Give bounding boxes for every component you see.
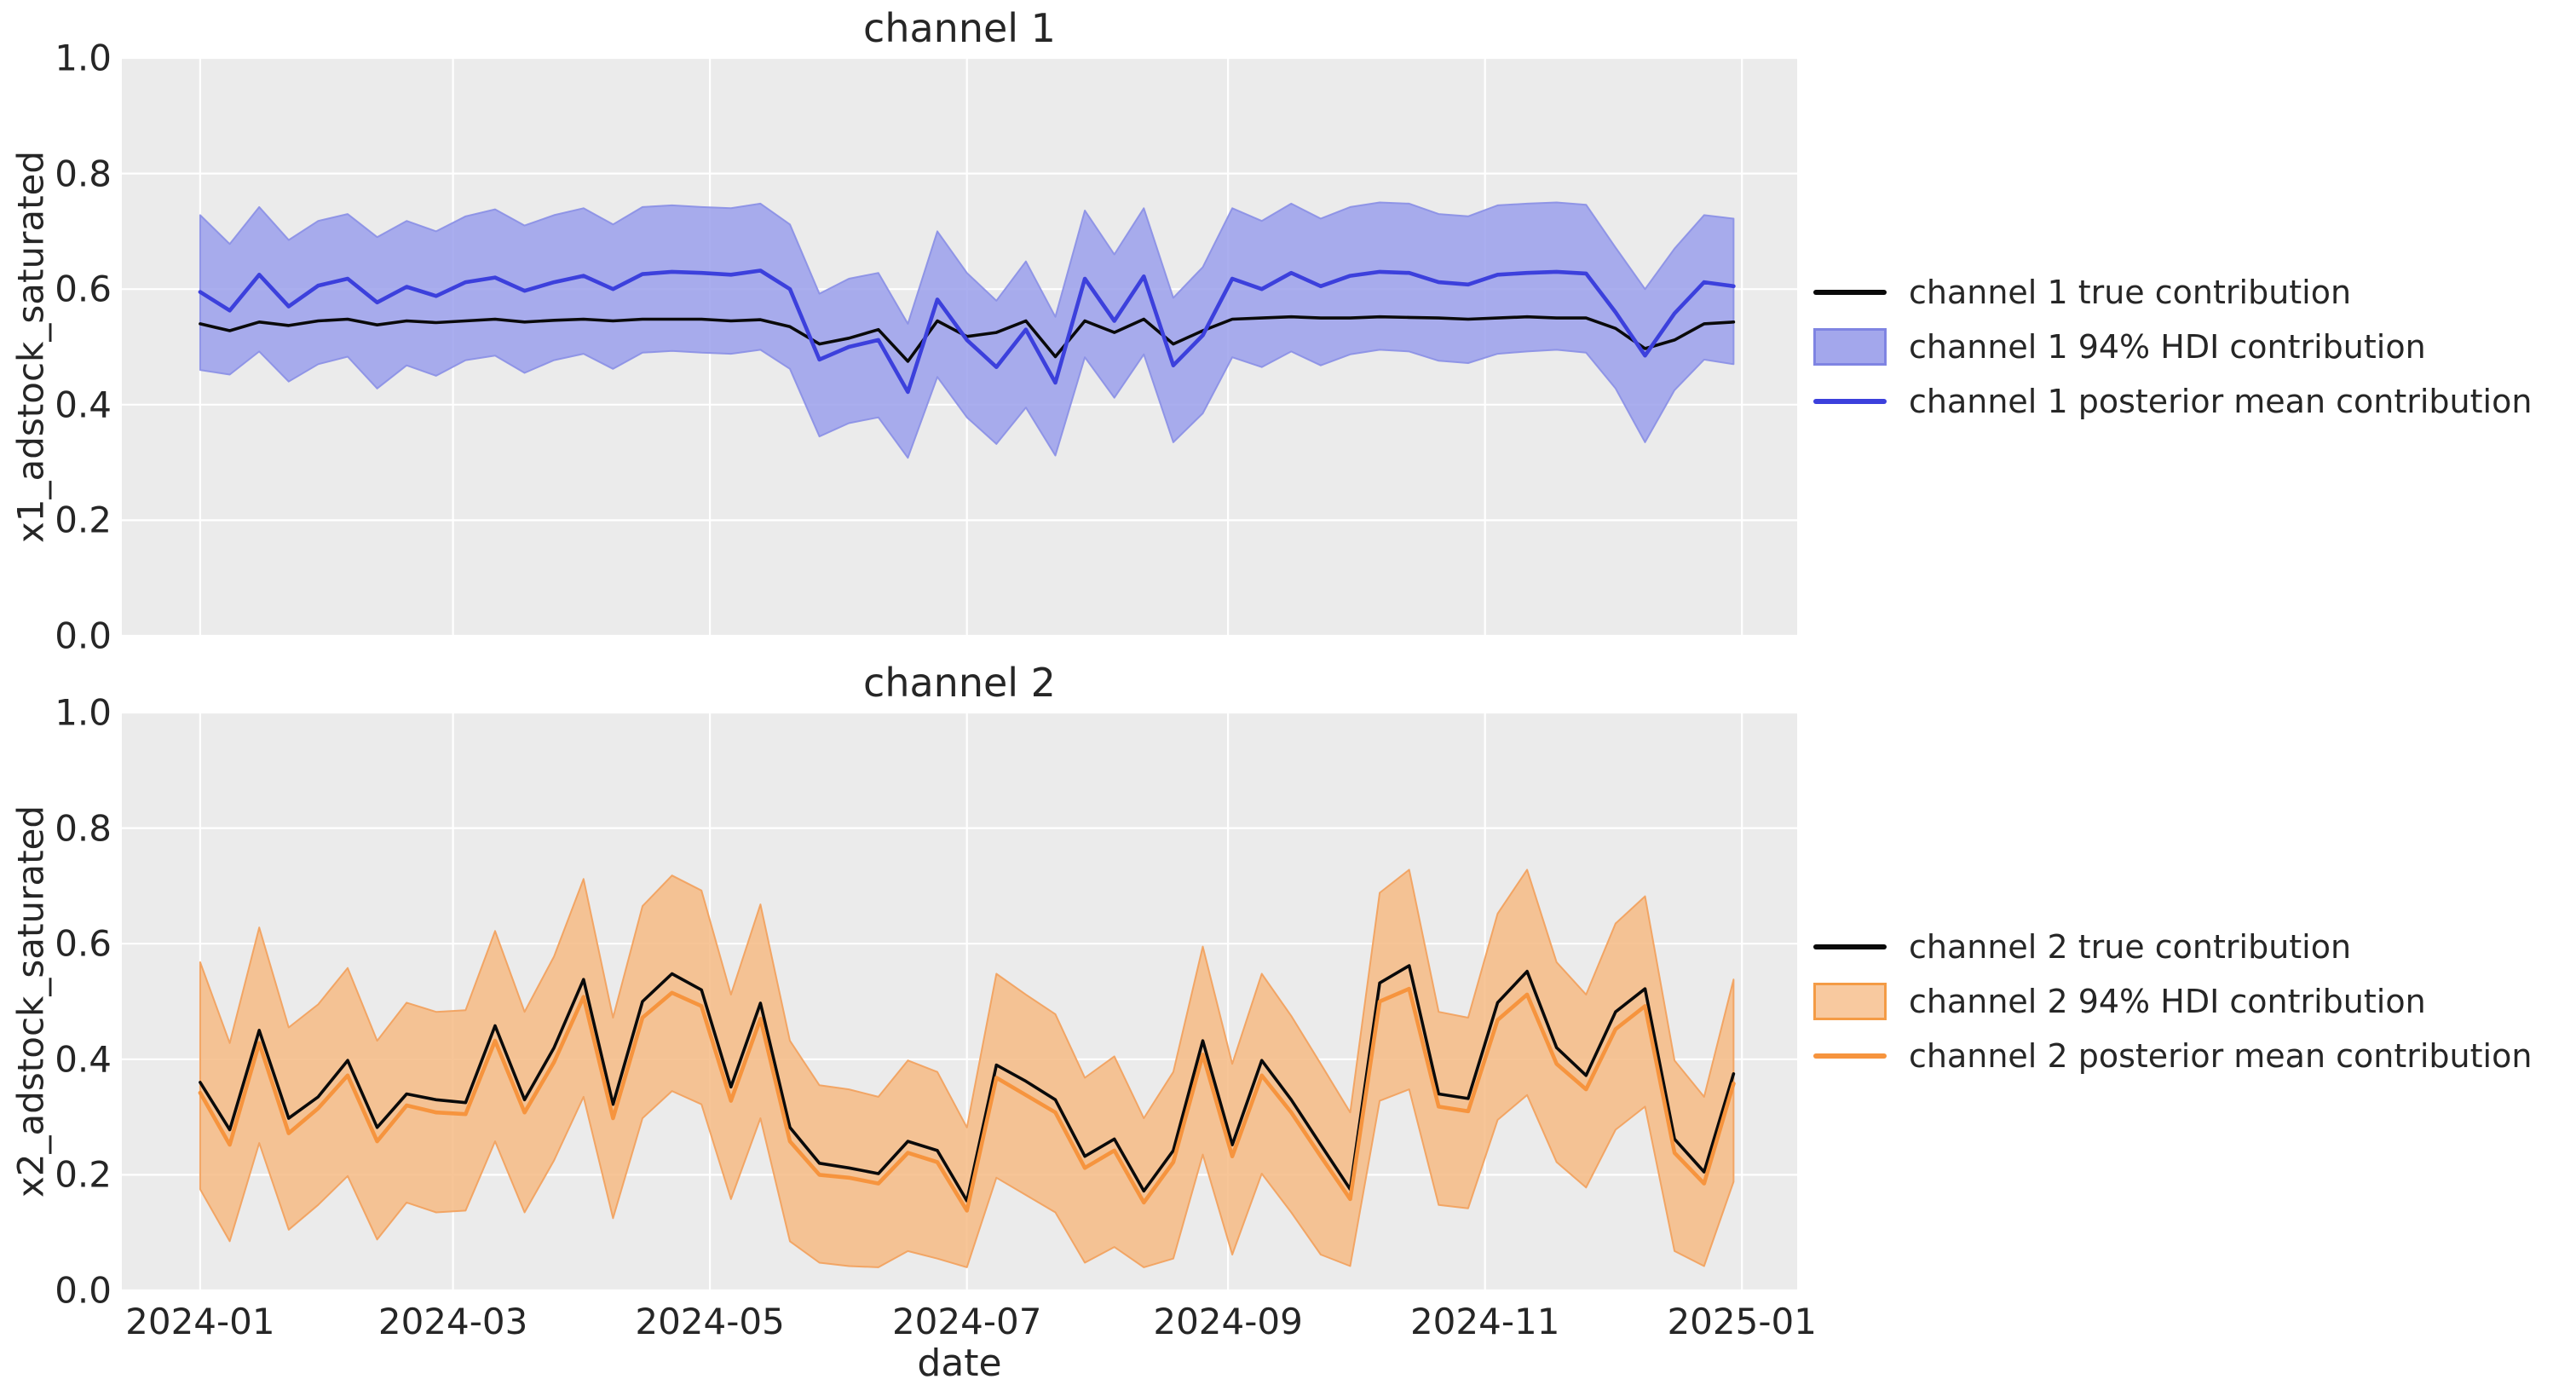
legend-row: channel 2 posterior mean contribution [1813,1029,2532,1083]
series-line [199,315,1736,363]
legend-swatch-box [1813,1053,1887,1059]
legend-swatch-box [1813,328,1887,366]
legend-row: channel 2 94% HDI contribution [1813,974,2532,1029]
y-tick-label: 0.4 [55,384,112,426]
hdi-band [199,201,1735,459]
legend-label: channel 1 true contribution [1909,274,2352,311]
y-tick-label: 0.2 [55,499,112,541]
series-line [198,268,1736,395]
x-tick-label: 2024-01 [125,1301,275,1342]
plot-area-channel-1 [122,58,1797,636]
series-line [199,964,1736,1203]
legend-patch-swatch [1813,328,1887,366]
x-axis-label: date [917,1342,1002,1385]
legend-line-swatch [1813,399,1887,404]
legend-label: channel 2 posterior mean contribution [1909,1037,2533,1075]
hdi-band [199,869,1735,1268]
x-axis-ticks: 2024-01 2024-03 2024-05 2024-07 2024-09 2024-… [122,1301,1817,1343]
y-tick-label: 1.0 [55,37,112,79]
y-tick-label: 0.8 [55,153,112,195]
legend-label: channel 1 posterior mean contribution [1909,383,2533,420]
x-tick-label: 2024-03 [377,1301,528,1342]
chart-svg-channel-1 [122,58,1797,636]
legend-channel-1: channel 1 true contribution channel 1 94%… [1813,265,2532,429]
legend-line-swatch [1813,1053,1887,1059]
y-axis-ticks-subplot-2: 0.0 0.2 0.4 0.6 0.8 1.0 [0,692,112,1312]
legend-channel-2: channel 2 true contribution channel 2 94%… [1813,920,2532,1083]
legend-row: channel 1 94% HDI contribution [1813,320,2532,374]
chart-title-channel-1: channel 1 [863,5,1056,51]
y-tick-label: 0.6 [55,268,112,310]
x-tick-label: 2024-11 [1409,1301,1560,1342]
legend-patch-swatch [1813,983,1887,1020]
legend-row: channel 2 true contribution [1813,920,2532,974]
legend-swatch-box [1813,944,1887,949]
y-tick-label: 0.0 [55,615,112,657]
legend-row: channel 1 true contribution [1813,265,2532,320]
legend-label: channel 1 94% HDI contribution [1909,328,2426,366]
y-tick-label: 0.6 [55,922,112,965]
y-tick-label: 0.2 [55,1153,112,1196]
legend-row: channel 1 posterior mean contribution [1813,374,2532,429]
x-tick-label: 2024-07 [891,1301,1042,1342]
y-tick-label: 1.0 [55,691,112,734]
series-line [198,986,1736,1213]
x-tick-label: 2024-09 [1153,1301,1303,1342]
legend-swatch-box [1813,399,1887,404]
x-tick-label: 2025-01 [1667,1301,1817,1342]
legend-label: channel 2 94% HDI contribution [1909,983,2426,1020]
plot-area-channel-2 [122,713,1797,1290]
chart-svg-channel-2 [122,713,1797,1290]
y-tick-label: 0.0 [55,1269,112,1312]
legend-swatch-box [1813,983,1887,1020]
legend-label: channel 2 true contribution [1909,928,2352,966]
y-tick-label: 0.8 [55,807,112,850]
chart-title-channel-2: channel 2 [863,660,1056,706]
legend-line-swatch [1813,290,1887,295]
legend-line-swatch [1813,944,1887,949]
y-axis-ticks-subplot-1: 0.0 0.2 0.4 0.6 0.8 1.0 [0,38,112,657]
x-tick-label: 2024-05 [635,1301,785,1342]
y-tick-label: 0.4 [55,1038,112,1081]
legend-swatch-box [1813,290,1887,295]
